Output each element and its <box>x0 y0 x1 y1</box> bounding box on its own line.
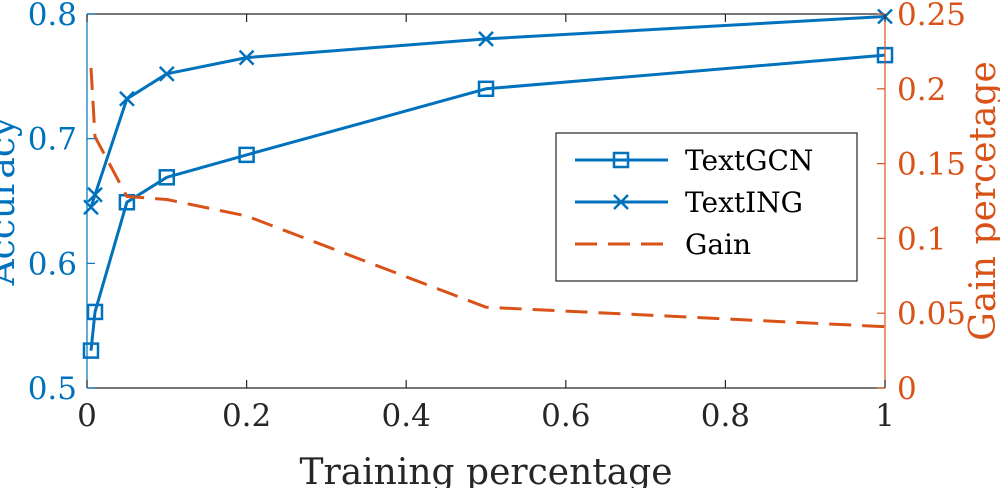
data-point-textgcn <box>158 169 176 186</box>
series-line-textgcn <box>89 53 886 351</box>
y-right-tick-label: 0 <box>897 371 917 407</box>
x-tick-label: 0.4 <box>382 398 431 434</box>
x-tick-label: 1 <box>875 398 895 434</box>
y-right-tick-label: 0.05 <box>897 296 966 332</box>
y-right-tick-label: 0.25 <box>897 0 966 33</box>
data-point-texting <box>238 49 255 66</box>
y-left-axis-label: Accuracy <box>0 116 23 286</box>
legend-box <box>555 132 858 282</box>
y-right-tick-label: 0.2 <box>897 72 946 108</box>
legend-entry-textgcn: TextGCN <box>685 144 813 177</box>
x-tick-label: 0.2 <box>222 398 271 434</box>
data-point-textgcn <box>82 342 100 359</box>
data-point-textgcn <box>238 146 255 164</box>
chart-marks <box>82 8 894 359</box>
data-point-textgcn <box>477 80 495 98</box>
data-point-texting <box>87 186 103 203</box>
y-right-axis-label: Gain percetage <box>963 61 1000 341</box>
legend-marker-textgcn <box>612 151 630 169</box>
x-tick-label: 0.8 <box>701 398 750 434</box>
legend-entry-gain: Gain <box>685 228 751 261</box>
x-tick-label: 0.6 <box>541 398 590 434</box>
y-right-tick-label: 0.15 <box>897 147 966 183</box>
data-point-textgcn <box>86 303 104 321</box>
x-axis-label: Training percentage <box>299 452 672 488</box>
data-point-texting <box>158 65 175 82</box>
y-left-tick-label: 0.6 <box>28 246 77 282</box>
y-left-tick-label: 0.7 <box>28 122 77 158</box>
data-point-texting <box>119 90 135 107</box>
legend-entry-texting: TextING <box>685 186 803 219</box>
y-right-tick-label: 0.1 <box>897 221 946 257</box>
y-left-tick-label: 0.5 <box>28 371 77 407</box>
chart-legend: TextGCN TextING Gain <box>555 132 858 282</box>
y-left-tick-label: 0.8 <box>28 0 77 33</box>
legend-marker-texting <box>613 194 629 210</box>
data-point-texting <box>478 31 494 47</box>
data-point-texting <box>83 199 99 216</box>
x-tick-label: 0 <box>77 398 97 434</box>
series-line-gain <box>89 67 886 329</box>
